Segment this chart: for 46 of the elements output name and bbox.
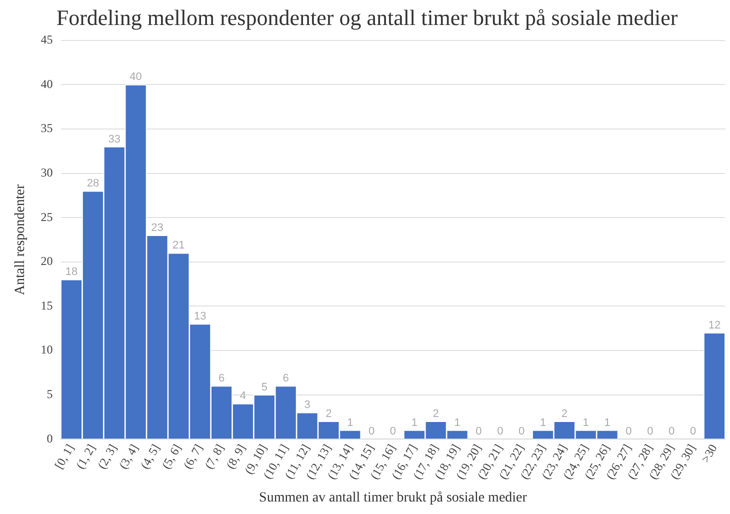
data-label: 0	[690, 426, 696, 438]
data-label: 1	[454, 416, 460, 429]
chart-title: Fordeling mellom respondenter og antall timer brukt på sosiale medier	[56, 4, 678, 30]
data-label: 0	[368, 426, 375, 438]
data-label: 13	[194, 310, 206, 322]
data-label: 5	[261, 381, 268, 394]
data-label: 0	[626, 426, 632, 438]
x-tick-label: >30	[698, 442, 720, 466]
data-label: 1	[604, 416, 610, 429]
data-label: 0	[497, 426, 504, 438]
y-tick-label: 15	[40, 298, 53, 312]
data-label: 0	[647, 426, 654, 438]
y-tick-label: 20	[40, 254, 53, 268]
y-tick-label: 35	[40, 121, 53, 136]
y-tick-label: 40	[40, 76, 53, 91]
x-tick-label: [0, 1]	[52, 442, 77, 472]
y-tick-label: 5	[46, 386, 53, 401]
data-label: 12	[708, 319, 721, 332]
data-label: 6	[282, 372, 289, 384]
data-label: 2	[432, 408, 439, 420]
data-label: 18	[65, 266, 78, 278]
data-label: 23	[151, 222, 164, 234]
y-tick-label: 45	[40, 32, 53, 47]
data-label: 0	[476, 426, 482, 438]
data-label: 2	[561, 408, 568, 420]
data-label: 21	[172, 240, 185, 252]
data-label: 28	[86, 178, 100, 190]
data-label: 33	[108, 133, 121, 146]
data-label: 2	[326, 408, 332, 420]
data-label: 4	[240, 390, 246, 402]
data-label: 0	[390, 426, 396, 438]
y-tick-label: 25	[40, 210, 53, 224]
data-label: 40	[130, 71, 142, 84]
y-axis-title: Antall respondenter	[13, 184, 28, 296]
x-axis-title: Summen av antall timer brukt på sosiale medier	[259, 490, 528, 506]
y-tick-label: 0	[46, 431, 53, 446]
data-label: 3	[304, 399, 310, 412]
data-label: 0	[668, 426, 675, 438]
y-tick-label: 10	[40, 342, 53, 357]
data-label: 1	[411, 416, 418, 429]
data-label: 1	[540, 416, 546, 429]
data-label: 1	[582, 416, 589, 429]
data-label: 6	[218, 372, 225, 384]
data-label: 0	[518, 426, 525, 438]
y-tick-label: 30	[40, 165, 53, 180]
data-label: 1	[347, 416, 354, 429]
